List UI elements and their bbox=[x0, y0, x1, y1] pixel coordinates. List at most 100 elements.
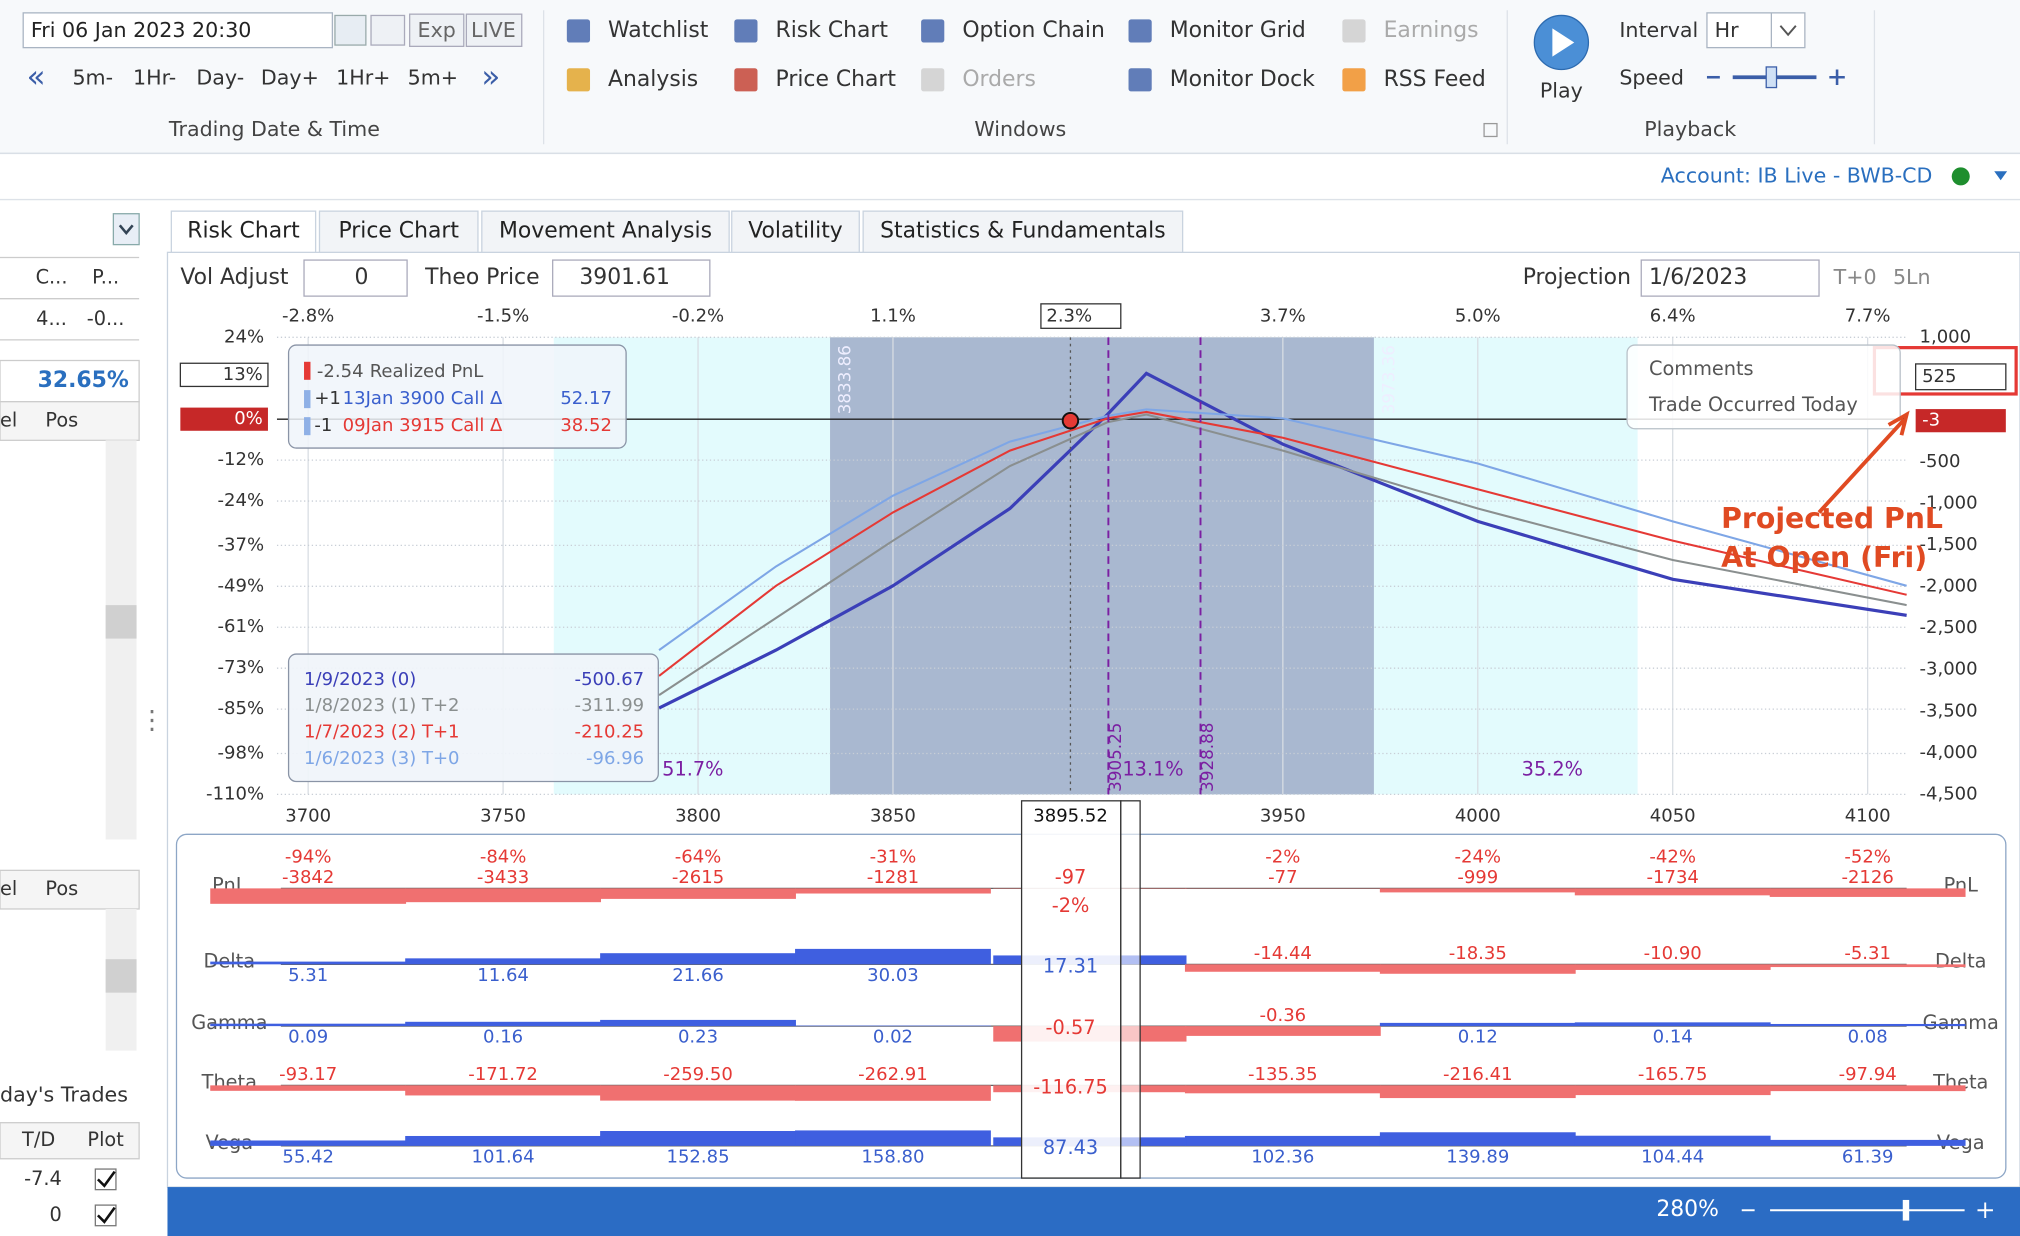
speed-thumb[interactable] bbox=[1766, 67, 1776, 88]
window-button[interactable]: Risk Chart bbox=[776, 18, 889, 43]
window-button[interactable]: Earnings bbox=[1384, 18, 1479, 43]
legend-entry: 1/6/2023 (3) T+0 bbox=[304, 748, 459, 769]
legend-value: -311.99 bbox=[575, 695, 645, 716]
greek-bar bbox=[405, 1085, 601, 1095]
back-arrow[interactable]: « bbox=[27, 59, 46, 95]
label: -165.75 bbox=[1638, 1064, 1708, 1085]
label: 0.02 bbox=[873, 1027, 913, 1048]
greek-bar bbox=[1185, 1026, 1381, 1036]
label: 5Ln bbox=[1893, 265, 1931, 289]
label: 4... bbox=[36, 307, 67, 330]
scroll-thumb[interactable] bbox=[106, 959, 137, 992]
greek-bar bbox=[1185, 1085, 1381, 1093]
label: 52.17 bbox=[560, 388, 612, 409]
leg-swatch bbox=[304, 417, 310, 435]
calendar-button[interactable] bbox=[335, 15, 366, 45]
label: -135.35 bbox=[1248, 1064, 1318, 1085]
label: 0.23 bbox=[678, 1027, 718, 1048]
step-button[interactable]: Day- bbox=[196, 66, 244, 90]
forward-arrow[interactable]: » bbox=[481, 59, 500, 95]
greek-bar bbox=[1380, 888, 1576, 892]
greek-bar bbox=[1770, 888, 1966, 897]
window-button[interactable]: Monitor Dock bbox=[1170, 67, 1315, 92]
label: 09Jan 3915 Call Δ bbox=[343, 415, 503, 436]
label: 38.52 bbox=[560, 415, 612, 436]
legend-entry: 1/7/2023 (2) T+1 bbox=[304, 722, 459, 743]
left-tick-label: -37% bbox=[218, 534, 265, 555]
label: C... bbox=[36, 266, 68, 289]
window-button[interactable]: Option Chain bbox=[962, 18, 1104, 43]
step-button[interactable]: Day+ bbox=[261, 66, 319, 90]
x-tick-label: 4050 bbox=[1650, 805, 1696, 826]
window-icon bbox=[921, 68, 944, 91]
label: 0% bbox=[234, 408, 263, 429]
label: -1281 bbox=[867, 867, 919, 888]
leg-swatch bbox=[304, 390, 310, 408]
window-button[interactable]: Price Chart bbox=[776, 67, 897, 92]
greek-bar bbox=[1185, 964, 1381, 971]
window-button[interactable]: Watchlist bbox=[608, 18, 709, 43]
top-tick-label: -2.8% bbox=[282, 306, 334, 327]
greek-bar bbox=[795, 949, 991, 964]
right-tick-label: -3,000 bbox=[1920, 659, 1978, 680]
window-button[interactable]: Orders bbox=[962, 67, 1036, 92]
label: -93.17 bbox=[279, 1064, 337, 1085]
label: Pos bbox=[45, 409, 78, 432]
label: 0.16 bbox=[483, 1027, 523, 1048]
left-dropdown[interactable] bbox=[113, 214, 139, 245]
label: Interval bbox=[1619, 18, 1698, 42]
label: -77 bbox=[1268, 867, 1297, 888]
window-button[interactable]: RSS Feed bbox=[1384, 67, 1486, 92]
right-tick-label: -4,000 bbox=[1920, 742, 1978, 763]
greek-bar bbox=[1575, 964, 1771, 970]
right-tick-label: -3,500 bbox=[1920, 700, 1978, 721]
label: 525 bbox=[1922, 366, 1956, 387]
greek-bar bbox=[1770, 964, 1966, 967]
step-button[interactable]: 5m- bbox=[72, 66, 113, 90]
label: -262.91 bbox=[858, 1064, 928, 1085]
x-tick-label: 4000 bbox=[1455, 805, 1501, 826]
splitter[interactable]: ⋮ bbox=[139, 706, 165, 736]
label: day's Trades bbox=[0, 1083, 128, 1107]
cursor-tab bbox=[1121, 801, 1140, 1178]
scrollbar[interactable] bbox=[106, 440, 137, 839]
window-icon bbox=[1342, 19, 1365, 42]
greek-bar bbox=[600, 1131, 796, 1146]
step-button[interactable]: 1Hr+ bbox=[336, 66, 390, 90]
greek-bar bbox=[1575, 1085, 1771, 1095]
label: Exp bbox=[418, 18, 456, 42]
label: 102.36 bbox=[1251, 1146, 1314, 1167]
greek-bar bbox=[1770, 1085, 1966, 1091]
account-menu[interactable] bbox=[1994, 171, 2007, 180]
window-button[interactable]: Monitor Grid bbox=[1170, 18, 1306, 43]
label: 13Jan 3900 Call Δ bbox=[343, 388, 503, 409]
scroll-thumb[interactable] bbox=[106, 605, 137, 638]
label: 139.89 bbox=[1446, 1146, 1509, 1167]
label: Fri 06 Jan 2023 20:30 bbox=[31, 18, 252, 42]
label: 0 bbox=[355, 265, 369, 290]
label: 0.08 bbox=[1848, 1027, 1888, 1048]
left-tick-label: 24% bbox=[224, 326, 264, 347]
window-button[interactable]: Analysis bbox=[608, 67, 698, 92]
label: Statistics & Fundamentals bbox=[880, 219, 1166, 244]
label: Trading Date & Time bbox=[168, 117, 380, 141]
step-button[interactable] bbox=[371, 15, 404, 45]
label: T/D bbox=[21, 1128, 55, 1151]
x-tick-label: 3750 bbox=[480, 805, 526, 826]
greek-bar bbox=[600, 953, 796, 964]
label: 2.3% bbox=[1046, 306, 1092, 327]
label: -97 bbox=[1055, 866, 1087, 889]
label: Vol Adjust bbox=[180, 265, 289, 290]
label: 3901.61 bbox=[579, 265, 669, 290]
greek-bar bbox=[1770, 1140, 1966, 1146]
step-button[interactable]: 5m+ bbox=[408, 66, 458, 90]
label: Speed bbox=[1619, 66, 1684, 90]
label: -0.36 bbox=[1260, 1005, 1307, 1026]
label: -7.4 bbox=[24, 1167, 62, 1190]
step-button[interactable]: 1Hr- bbox=[133, 66, 176, 90]
zoom-thumb[interactable] bbox=[1903, 1200, 1909, 1221]
label: -116.75 bbox=[1033, 1075, 1108, 1098]
greek-bar bbox=[1575, 888, 1771, 895]
label: -31% bbox=[870, 846, 917, 867]
